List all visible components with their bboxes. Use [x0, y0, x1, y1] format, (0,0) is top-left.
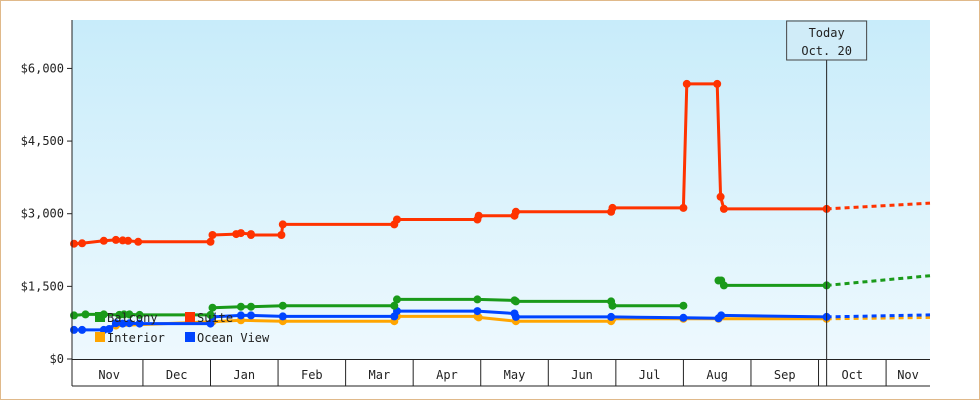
data-point-suite: [716, 192, 725, 201]
data-point-ocean-view: [717, 311, 726, 320]
data-point-ocean-view: [78, 325, 87, 334]
data-point-suite: [608, 203, 617, 212]
x-tick-label: Oct: [841, 368, 863, 382]
legend-swatch: [185, 312, 195, 322]
x-tick-label: May: [504, 368, 526, 382]
data-point-suite: [682, 79, 691, 88]
data-point-suite: [719, 204, 728, 213]
data-point-balcony: [390, 301, 399, 310]
legend-label: Ocean View: [197, 331, 270, 345]
data-point-balcony: [393, 295, 401, 304]
y-tick-label: $4,500: [21, 134, 64, 148]
series-ocean-view: [70, 307, 931, 334]
x-tick-label: Dec: [166, 368, 188, 382]
data-point-balcony: [208, 303, 217, 312]
data-point-balcony: [247, 302, 255, 311]
data-point-ocean-view: [511, 312, 520, 321]
x-tick-label: Nov: [98, 368, 120, 382]
y-tick-label: $6,000: [21, 61, 64, 75]
data-point-suite: [99, 236, 108, 245]
today-date: Oct. 20: [801, 44, 852, 58]
data-point-suite: [206, 237, 215, 246]
legend-label: Balcony: [107, 311, 158, 325]
x-tick-label: Aug: [706, 368, 728, 382]
data-point-ocean-view: [236, 311, 245, 320]
data-point-balcony: [236, 302, 245, 311]
data-point-suite: [247, 231, 255, 239]
x-tick-label: Jan: [233, 368, 255, 382]
legend-label: Suite: [197, 311, 233, 325]
data-point-suite: [511, 207, 520, 216]
data-point-suite: [236, 229, 245, 238]
data-point-balcony: [81, 310, 90, 319]
data-point-ocean-view: [607, 312, 616, 321]
data-point-suite: [713, 79, 722, 88]
data-point-suite: [124, 236, 133, 245]
x-tick-label: Feb: [301, 368, 323, 382]
data-point-balcony: [473, 295, 482, 304]
data-point-suite: [134, 237, 143, 246]
x-tick-label: Apr: [436, 368, 458, 382]
y-tick-label: $3,000: [21, 207, 64, 221]
data-point-suite: [393, 215, 401, 224]
data-point-balcony: [125, 310, 134, 319]
data-point-balcony: [278, 301, 287, 310]
data-point-suite: [78, 239, 87, 248]
data-point-ocean-view: [105, 325, 114, 333]
data-point-suite: [277, 231, 286, 239]
y-axis-ticks: $0 $1,500 $3,000 $4,500 $6,000: [21, 61, 72, 366]
data-point-ocean-view: [679, 313, 688, 322]
data-point-ocean-view: [70, 325, 78, 334]
y-tick-label: $1,500: [21, 279, 64, 293]
today-box: [786, 20, 868, 61]
data-point-balcony: [511, 297, 520, 306]
data-point-suite: [278, 220, 287, 229]
data-point-balcony: [70, 311, 78, 320]
data-point-ocean-view: [125, 319, 134, 328]
today-label: Today: [809, 26, 845, 40]
data-point-interior: [474, 313, 483, 322]
legend: Balcony Suite Interior Ocean View: [95, 311, 270, 345]
data-point-balcony: [719, 281, 728, 290]
x-tick-label: Mar: [369, 368, 391, 382]
series-suite: [70, 79, 931, 248]
x-tick-label: Jul: [639, 368, 661, 382]
x-tick-label: Jun: [571, 368, 593, 382]
data-point-suite: [474, 211, 483, 220]
data-point-suite: [70, 239, 78, 248]
data-point-ocean-view: [278, 312, 287, 321]
today-marker: Today Oct. 20: [786, 20, 868, 386]
data-point-ocean-view: [206, 319, 215, 328]
data-point-balcony: [135, 310, 144, 319]
legend-swatch: [95, 312, 105, 322]
legend-swatch: [185, 332, 195, 342]
series-layer: [70, 79, 931, 334]
data-point-balcony: [608, 301, 617, 310]
data-point-suite: [111, 235, 120, 244]
data-point-ocean-view: [473, 307, 482, 316]
x-axis: Nov Dec Jan Feb Mar Apr May Jun Jul Aug Sep Oct Nov: [98, 359, 919, 386]
data-point-ocean-view: [111, 319, 120, 328]
y-tick-label: $0: [50, 352, 64, 366]
x-tick-label: Sep: [774, 368, 796, 382]
data-point-ocean-view: [135, 319, 144, 328]
legend-swatch: [95, 332, 105, 342]
data-point-ocean-view: [118, 319, 127, 328]
data-point-suite: [679, 203, 688, 212]
data-point-ocean-view: [247, 311, 255, 320]
data-point-suite: [208, 231, 217, 239]
data-point-balcony: [206, 310, 215, 319]
plot-area: [72, 20, 930, 359]
data-point-balcony: [679, 301, 688, 310]
x-tick-label: Nov: [897, 368, 919, 382]
legend-label: Interior: [107, 331, 165, 345]
